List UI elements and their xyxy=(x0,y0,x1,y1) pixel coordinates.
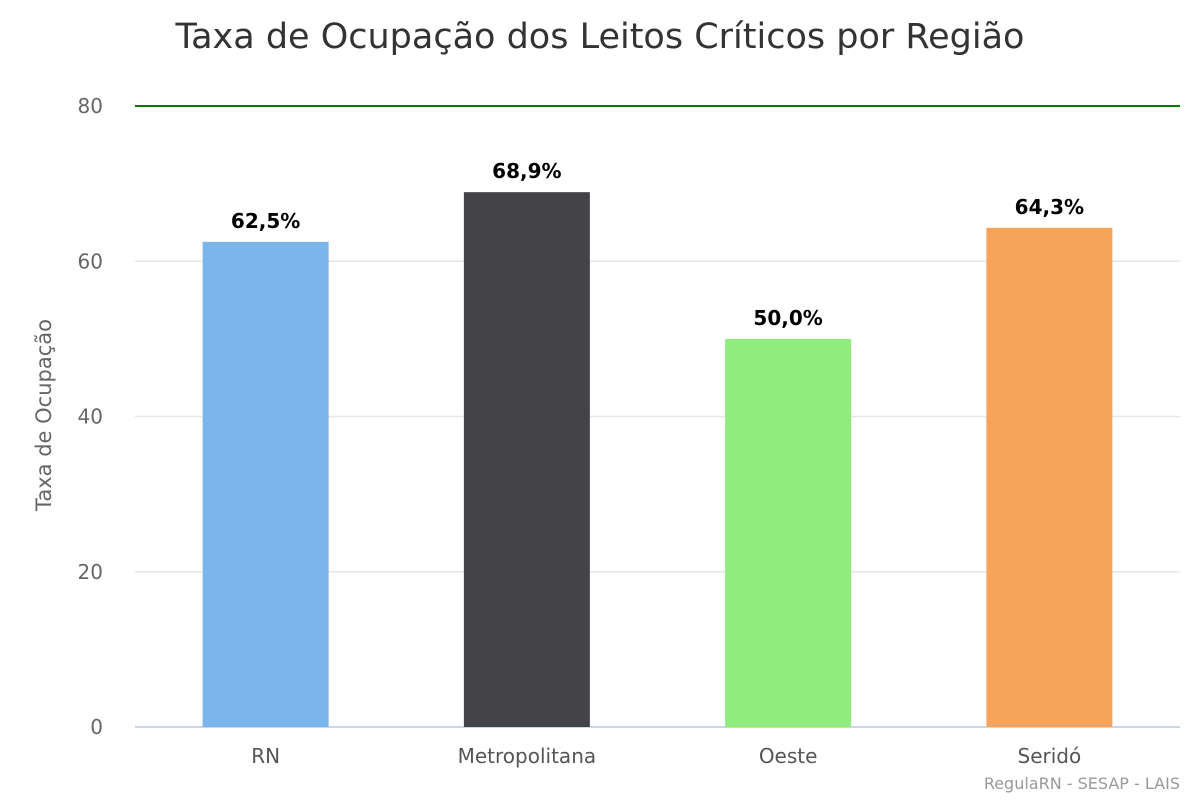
bar-rn xyxy=(202,241,329,727)
x-category-label: Metropolitana xyxy=(458,744,597,768)
x-category-label: RN xyxy=(251,744,280,768)
x-category-label: Oeste xyxy=(759,744,818,768)
data-label: 62,5% xyxy=(231,209,300,233)
bar-oeste xyxy=(725,338,852,727)
chart-credits: RegulaRN - SESAP - LAIS xyxy=(984,774,1180,793)
data-labels: 62,5% 68,9% 50,0% 64,3% xyxy=(231,159,1084,330)
y-axis-title: Taxa de Ocupação xyxy=(32,319,56,512)
y-tick-label: 20 xyxy=(78,560,103,584)
data-label: 64,3% xyxy=(1015,195,1084,219)
bar-metropolitana xyxy=(463,192,590,727)
bar-serid- xyxy=(986,227,1113,727)
y-axis-ticks: 0 20 40 60 80 xyxy=(78,94,103,739)
y-tick-label: 80 xyxy=(78,94,103,118)
y-tick-label: 0 xyxy=(90,715,103,739)
data-label: 68,9% xyxy=(492,159,561,183)
x-axis-categories: RN Metropolitana Oeste Seridó xyxy=(251,744,1081,768)
y-tick-label: 40 xyxy=(78,405,103,429)
x-category-label: Seridó xyxy=(1018,744,1082,768)
data-label: 50,0% xyxy=(753,306,822,330)
y-tick-label: 60 xyxy=(78,249,103,273)
chart-title: Taxa de Ocupação dos Leitos Críticos por… xyxy=(175,17,1025,57)
bar-series xyxy=(202,192,1113,727)
